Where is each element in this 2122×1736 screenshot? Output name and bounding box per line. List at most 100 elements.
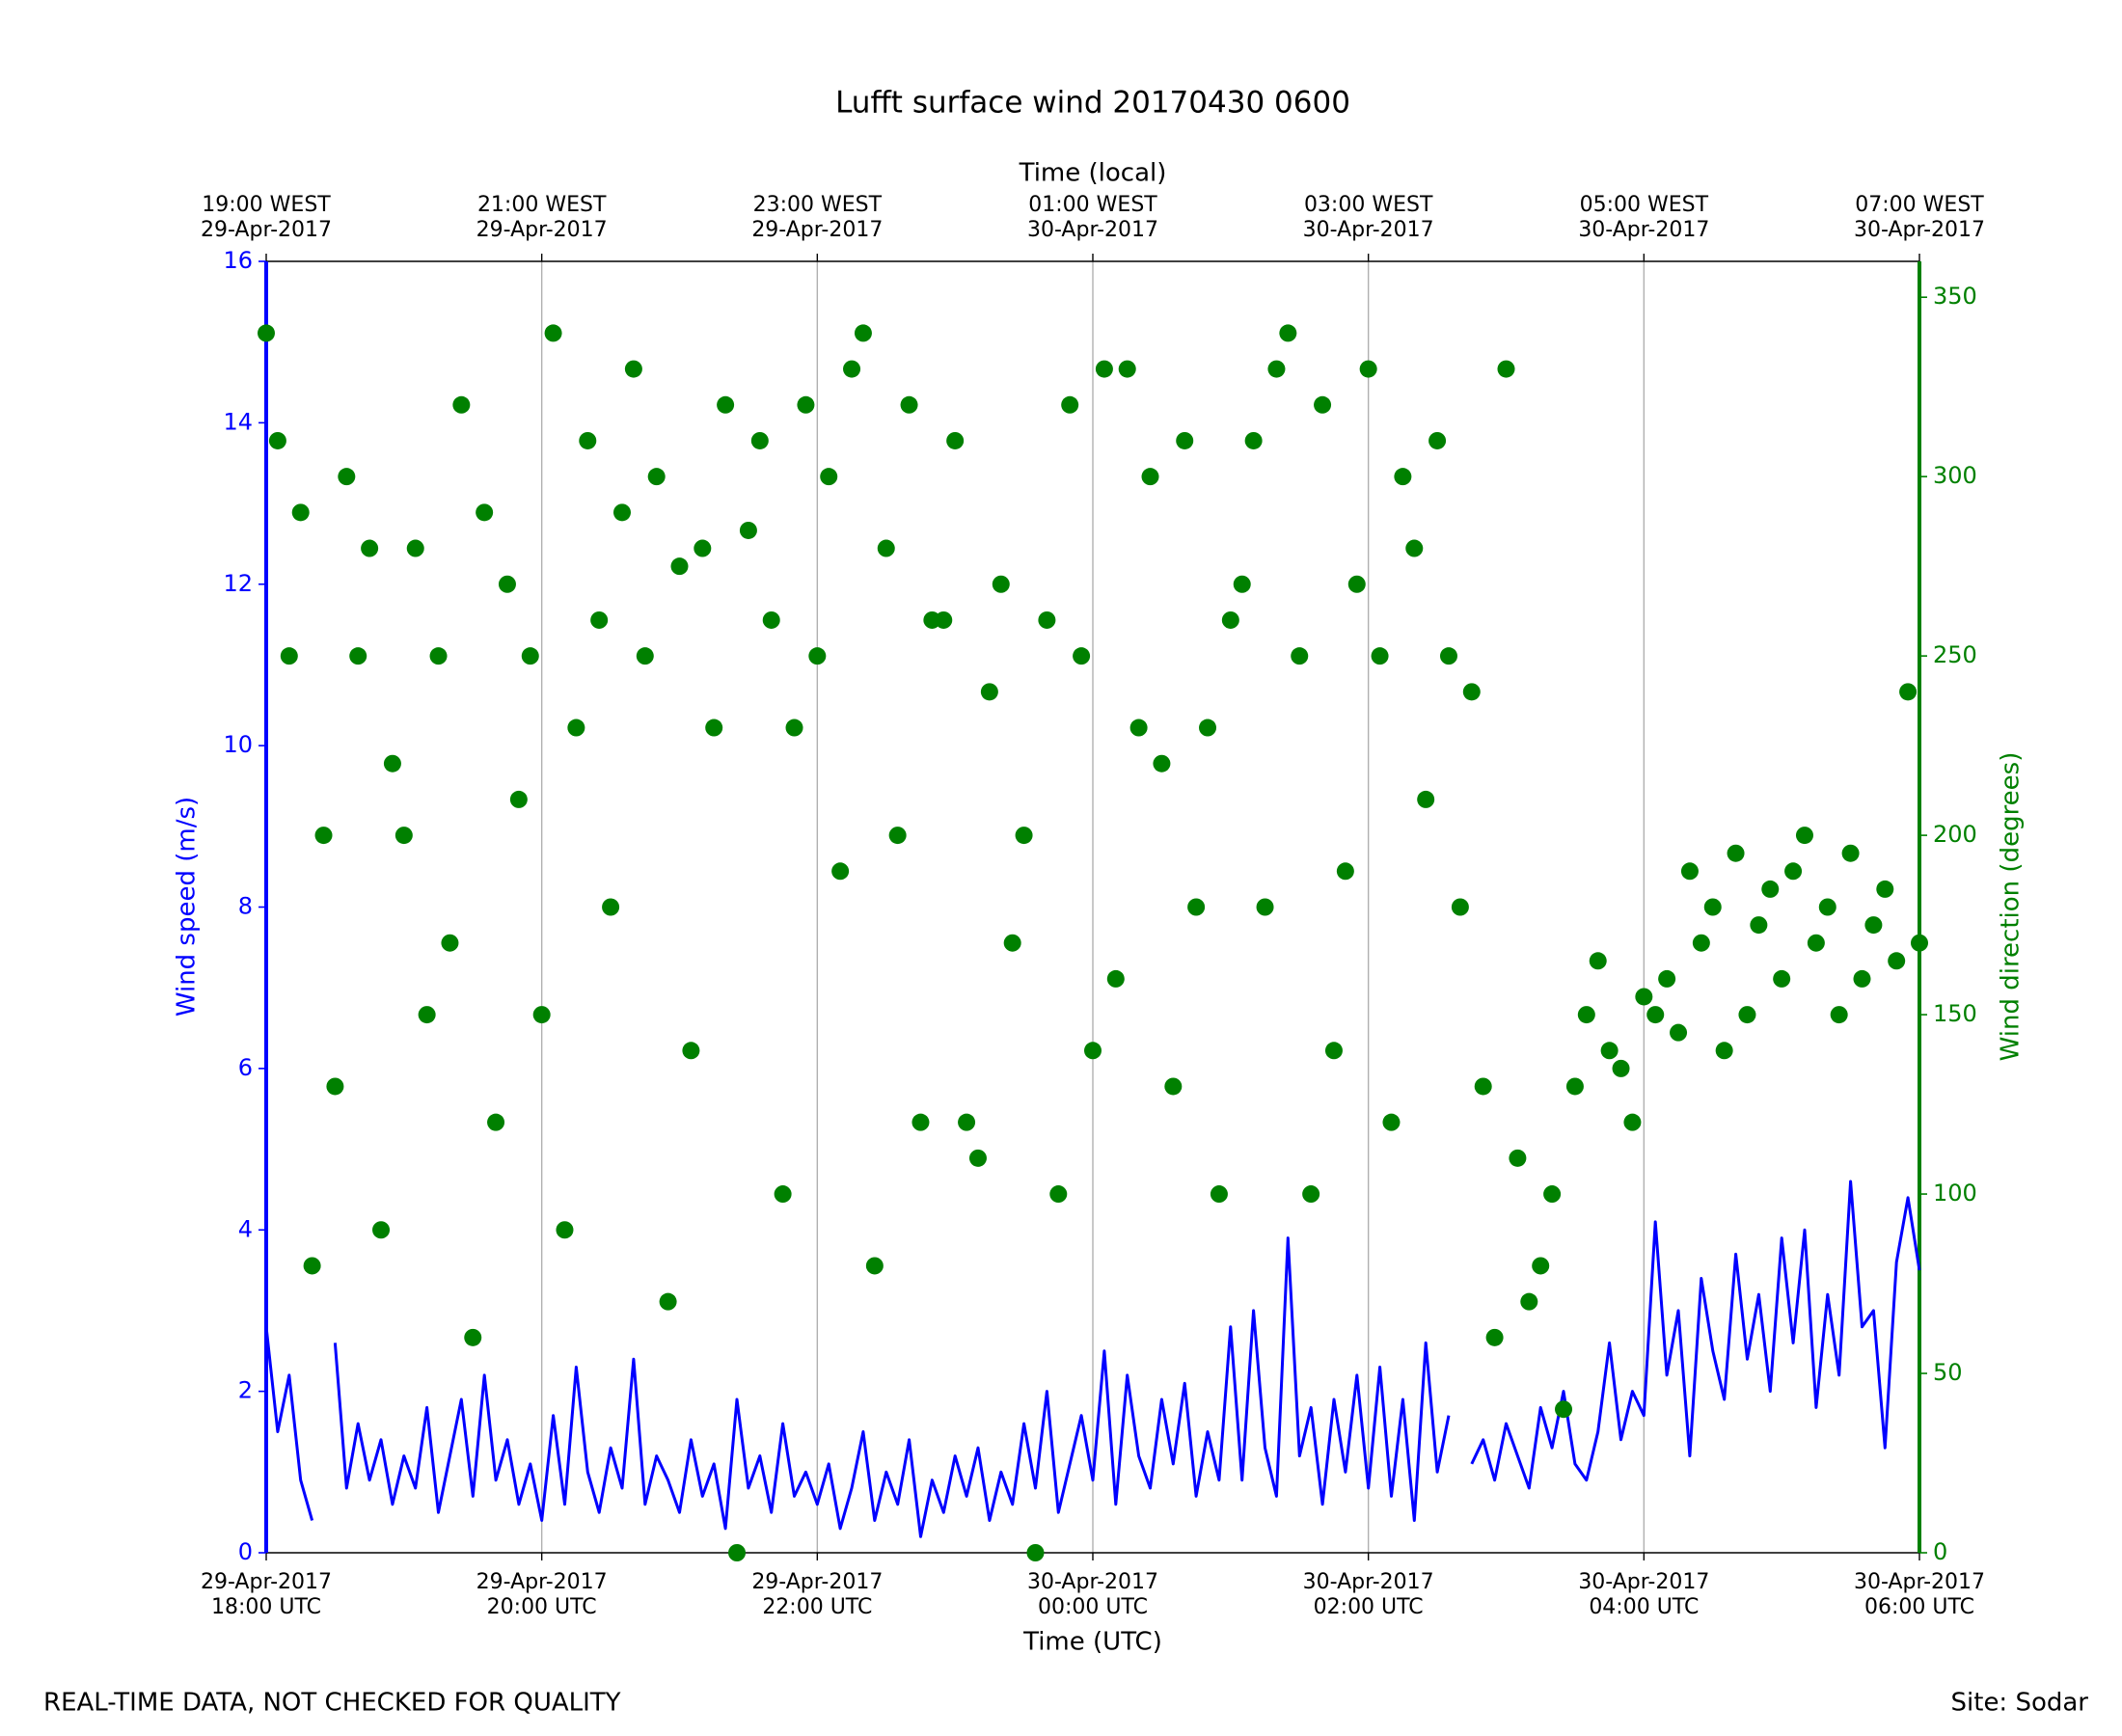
x-tick-label: 20:00 UTC (487, 1595, 597, 1619)
direction-point (1417, 790, 1435, 808)
x-tick-label: 06:00 UTC (1864, 1595, 1974, 1619)
direction-point (728, 1544, 747, 1561)
direction-point (1462, 683, 1481, 701)
direction-point (338, 468, 356, 486)
direction-point (820, 468, 838, 486)
direction-point (441, 934, 459, 952)
direction-point (394, 827, 413, 845)
direction-point (854, 324, 872, 342)
direction-point (808, 647, 827, 665)
direction-point (1658, 969, 1676, 988)
direction-point (1267, 360, 1286, 378)
direction-point (1439, 647, 1457, 665)
direction-point (1485, 1328, 1504, 1346)
direction-point (1577, 1006, 1595, 1024)
direction-point (1474, 1077, 1492, 1096)
direction-point (624, 360, 642, 378)
x2-tick-label: 30-Apr-2017 (1854, 218, 1985, 242)
direction-point (464, 1328, 482, 1346)
direction-point (1003, 934, 1021, 952)
direction-point (1106, 969, 1125, 988)
direction-point (1256, 898, 1274, 916)
direction-point (1841, 844, 1860, 862)
direction-point (1876, 880, 1894, 898)
direction-point (636, 647, 654, 665)
y2-tick-label: 350 (1933, 283, 1977, 310)
direction-point (1291, 647, 1309, 665)
direction-point (1382, 1113, 1401, 1131)
direction-point (1543, 1185, 1562, 1204)
direction-point (1324, 1042, 1343, 1060)
direction-point (1555, 1400, 1573, 1419)
direction-point (556, 1221, 574, 1239)
x-tick-label: 18:00 UTC (211, 1595, 321, 1619)
direction-point (1176, 431, 1194, 449)
y2-tick-label: 50 (1933, 1359, 1963, 1386)
footer-left: REAL-TIME DATA, NOT CHECKED FOR QUALITY (43, 1689, 621, 1718)
direction-point (946, 431, 965, 449)
x-tick-label: 30-Apr-2017 (1854, 1570, 1985, 1594)
direction-point (888, 827, 907, 845)
direction-point (1221, 610, 1239, 629)
direction-point (694, 539, 712, 557)
y-tick-label: 12 (223, 570, 253, 597)
direction-point (774, 1185, 792, 1204)
direction-point (602, 898, 620, 916)
x-tick-label: 30-Apr-2017 (1578, 1570, 1709, 1594)
x-tick-label: 30-Apr-2017 (1303, 1570, 1434, 1594)
direction-point (1244, 431, 1263, 449)
direction-point (831, 862, 850, 881)
direction-point (476, 503, 494, 522)
direction-point (717, 395, 735, 414)
direction-point (785, 719, 803, 737)
direction-point (1784, 862, 1803, 881)
x-tick-label: 22:00 UTC (762, 1595, 872, 1619)
direction-point (1888, 952, 1906, 970)
direction-point (1061, 395, 1079, 414)
direction-point (739, 521, 757, 539)
direction-point (1199, 719, 1217, 737)
direction-point (383, 754, 401, 773)
direction-point (992, 575, 1010, 593)
y2-tick-label: 150 (1933, 1000, 1977, 1027)
direction-point (1302, 1185, 1320, 1204)
direction-point (258, 324, 275, 342)
y-axis-title: Wind speed (m/s) (173, 797, 202, 1017)
x2-tick-label: 01:00 WEST (1028, 193, 1157, 217)
speed-line (264, 1180, 1921, 1538)
y2-tick-label: 200 (1933, 821, 1977, 848)
direction-point (590, 610, 609, 629)
direction-point (900, 395, 918, 414)
direction-point (1853, 969, 1871, 988)
direction-point (567, 719, 585, 737)
direction-point (1646, 1006, 1665, 1024)
y-tick-label: 8 (238, 893, 253, 920)
direction-point (1347, 575, 1366, 593)
direction-point (579, 431, 597, 449)
direction-point (1405, 539, 1424, 557)
x-tick-label: 29-Apr-2017 (201, 1570, 332, 1594)
x-tick-label: 04:00 UTC (1589, 1595, 1699, 1619)
footer-right: Site: Sodar (1951, 1689, 2089, 1718)
y-tick-label: 16 (223, 247, 253, 274)
chart-title: Lufft surface wind 20170430 0600 (835, 86, 1350, 121)
direction-point (1899, 683, 1918, 701)
direction-point (1738, 1006, 1756, 1024)
direction-point (750, 431, 769, 449)
direction-point (303, 1257, 321, 1275)
direction-point (487, 1113, 505, 1131)
direction-point (372, 1221, 391, 1239)
x-tick-label: 00:00 UTC (1038, 1595, 1148, 1619)
direction-point (1153, 754, 1171, 773)
x2-tick-label: 21:00 WEST (477, 193, 607, 217)
direction-point (1141, 468, 1159, 486)
direction-point (1532, 1257, 1550, 1275)
direction-point (280, 647, 298, 665)
direction-point (865, 1257, 884, 1275)
x-axis-title: Time (UTC) (1022, 1628, 1162, 1657)
direction-point (1623, 1113, 1642, 1131)
direction-point (1359, 360, 1377, 378)
direction-point (1509, 1149, 1527, 1167)
y2-tick-label: 100 (1933, 1180, 1977, 1207)
y-tick-label: 2 (238, 1377, 253, 1404)
